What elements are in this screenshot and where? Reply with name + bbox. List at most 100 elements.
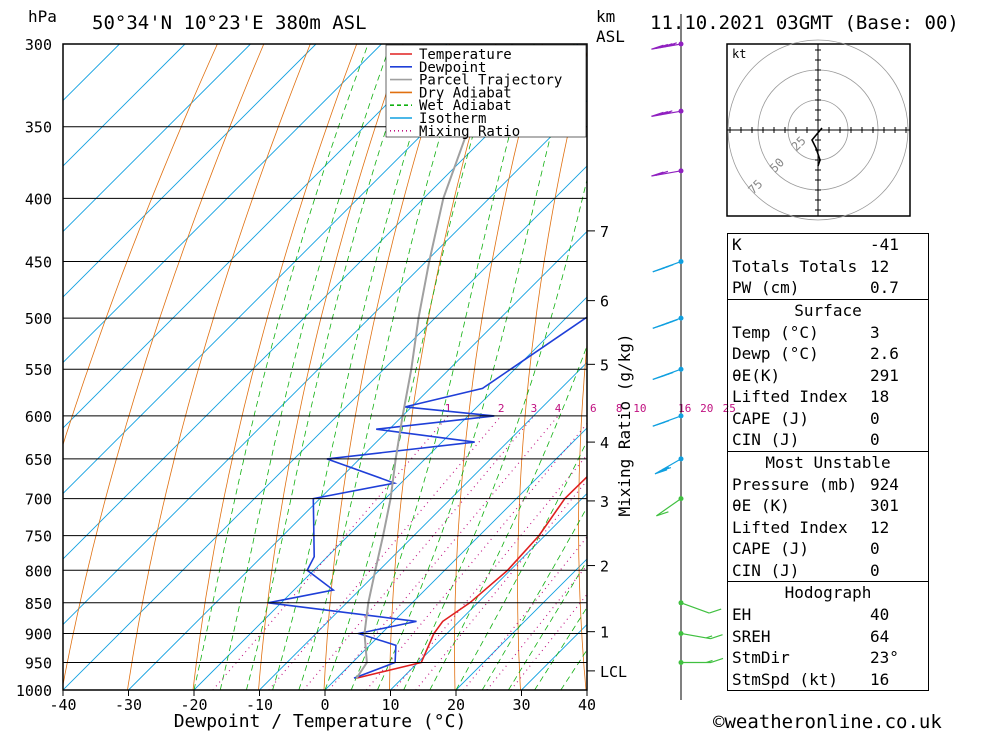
index-row: Totals Totals 12 (728, 256, 928, 278)
isotherm-line (390, 492, 587, 690)
index-label: SREH (732, 626, 771, 646)
index-value: 0 (870, 408, 880, 428)
legend-label: Parcel Trajectory (419, 73, 562, 89)
index-value: 3 (870, 322, 880, 342)
index-value: 23° (870, 648, 899, 667)
wind-barb-feather (664, 111, 671, 115)
isotherm-line (63, 44, 382, 364)
hodograph-unit-label: kt (732, 47, 746, 61)
copyright-label: ©weatheronline.co.uk (713, 711, 942, 733)
wind-barb (656, 498, 682, 517)
pressure-tick-label: 850 (25, 595, 52, 613)
index-value: 18 (870, 387, 890, 406)
isotherm-line (63, 44, 120, 102)
index-label: K (732, 235, 742, 254)
index-value: 301 (870, 496, 899, 515)
wind-barb-feather (668, 43, 676, 47)
index-label: CIN (J) (732, 560, 800, 580)
wind-barb-feather (669, 319, 676, 323)
wind-barb-feather (654, 469, 668, 475)
km-tick-label: 6 (600, 293, 609, 311)
wind-barb (652, 317, 682, 329)
km-unit-label: km (596, 7, 615, 26)
indices-panel: K -41 Totals Totals 12 PW (cm) 0.7 Surface Te… (727, 233, 929, 691)
index-label: θE (K) (732, 496, 790, 515)
km-tick-label: 3 (600, 493, 609, 511)
index-value: 64 (870, 626, 890, 646)
mixing-ratio-label: 25 (723, 402, 736, 415)
index-label: StmDir (732, 648, 790, 667)
isotherm-line (128, 230, 587, 690)
pressure-tick-label: 650 (25, 451, 52, 469)
wind-barb (652, 260, 682, 273)
wind-barb (680, 632, 723, 640)
index-value: 16 (870, 669, 890, 689)
wind-barb (654, 458, 682, 475)
index-row: CAPE (J) 0 (728, 538, 928, 560)
datetime-label: 11.10.2021 03GMT (Base: 00) (650, 12, 959, 34)
legend-label: Temperature (419, 47, 512, 63)
isotherm-line (63, 44, 317, 298)
isotherm-line (63, 44, 513, 495)
mixing-ratio-axis-title: Mixing Ratio (g/kg) (615, 333, 634, 516)
x-tick-label: -10 (246, 696, 273, 714)
isotherm-line (324, 427, 587, 690)
wind-barb (651, 42, 682, 50)
wet-adiabat-line (403, 178, 587, 690)
mixing-ratio-line (486, 564, 587, 690)
index-value: 0 (870, 560, 880, 580)
isotherm-line (259, 361, 587, 690)
index-value: 0 (870, 430, 880, 449)
index-value: 0 (870, 539, 880, 558)
legend-label: Wet Adiabat (419, 98, 512, 114)
dry-adiabat-line (454, 44, 543, 690)
wind-barb-feather (709, 608, 722, 614)
index-value: 2.6 (870, 344, 899, 363)
index-row: Pressure (mb) 924 (728, 474, 928, 496)
wind-barb-feather (665, 372, 672, 376)
wind-barb-feather (705, 635, 713, 639)
legend-label: Isotherm (419, 111, 486, 127)
dewpoint-line (267, 316, 587, 679)
legend-label: Dewpoint (419, 60, 486, 76)
wind-barb (651, 110, 682, 117)
index-label: CAPE (J) (732, 539, 810, 558)
wind-barb-feather (655, 43, 669, 49)
isotherm-line (63, 44, 251, 233)
dry-adiabat-line (63, 44, 218, 446)
temperature-line (356, 475, 587, 679)
pressure-tick-label: 900 (25, 625, 52, 643)
wind-barb (681, 657, 724, 664)
x-tick-label: 20 (447, 696, 465, 714)
x-tick-label: -30 (115, 696, 142, 714)
surface-title: Surface (794, 300, 862, 320)
wind-barb-feather (658, 467, 672, 473)
index-row: SREH 64 (728, 626, 928, 648)
index-row: EH 40 (728, 604, 928, 626)
index-label: CAPE (J) (732, 408, 810, 428)
wind-barb-feather (656, 511, 669, 517)
x-axis-title: Dewpoint / Temperature (°C) (174, 711, 467, 732)
wind-barb-feather (664, 42, 677, 48)
wind-barb-feather (665, 264, 672, 268)
mixing-ratio-label: 4 (555, 402, 562, 415)
index-label: StmSpd (kt) (732, 669, 838, 689)
wind-barb-feather (651, 111, 664, 117)
index-value: 0.7 (870, 278, 899, 297)
index-row: PW (cm) 0.7 (728, 277, 928, 299)
mixing-ratio-line (393, 454, 587, 690)
wet-adiabat-line (377, 44, 575, 690)
mixing-ratio-label: 2 (498, 402, 505, 415)
index-label: PW (cm) (732, 278, 800, 297)
index-label: Temp (°C) (732, 322, 819, 342)
dry-adiabat-line (638, 44, 682, 690)
wet-adiabat-line (193, 44, 369, 690)
legend-label: Mixing Ratio (419, 124, 520, 140)
index-row: Temp (°C) 3 (728, 322, 928, 344)
index-label: Pressure (mb) (732, 474, 858, 494)
pressure-tick-label: 800 (25, 562, 52, 580)
wet-adiabat-line (272, 44, 441, 690)
wind-barb-feather (660, 110, 673, 116)
index-label: CIN (J) (732, 430, 800, 449)
index-row: CAPE (J) 0 (728, 408, 928, 430)
